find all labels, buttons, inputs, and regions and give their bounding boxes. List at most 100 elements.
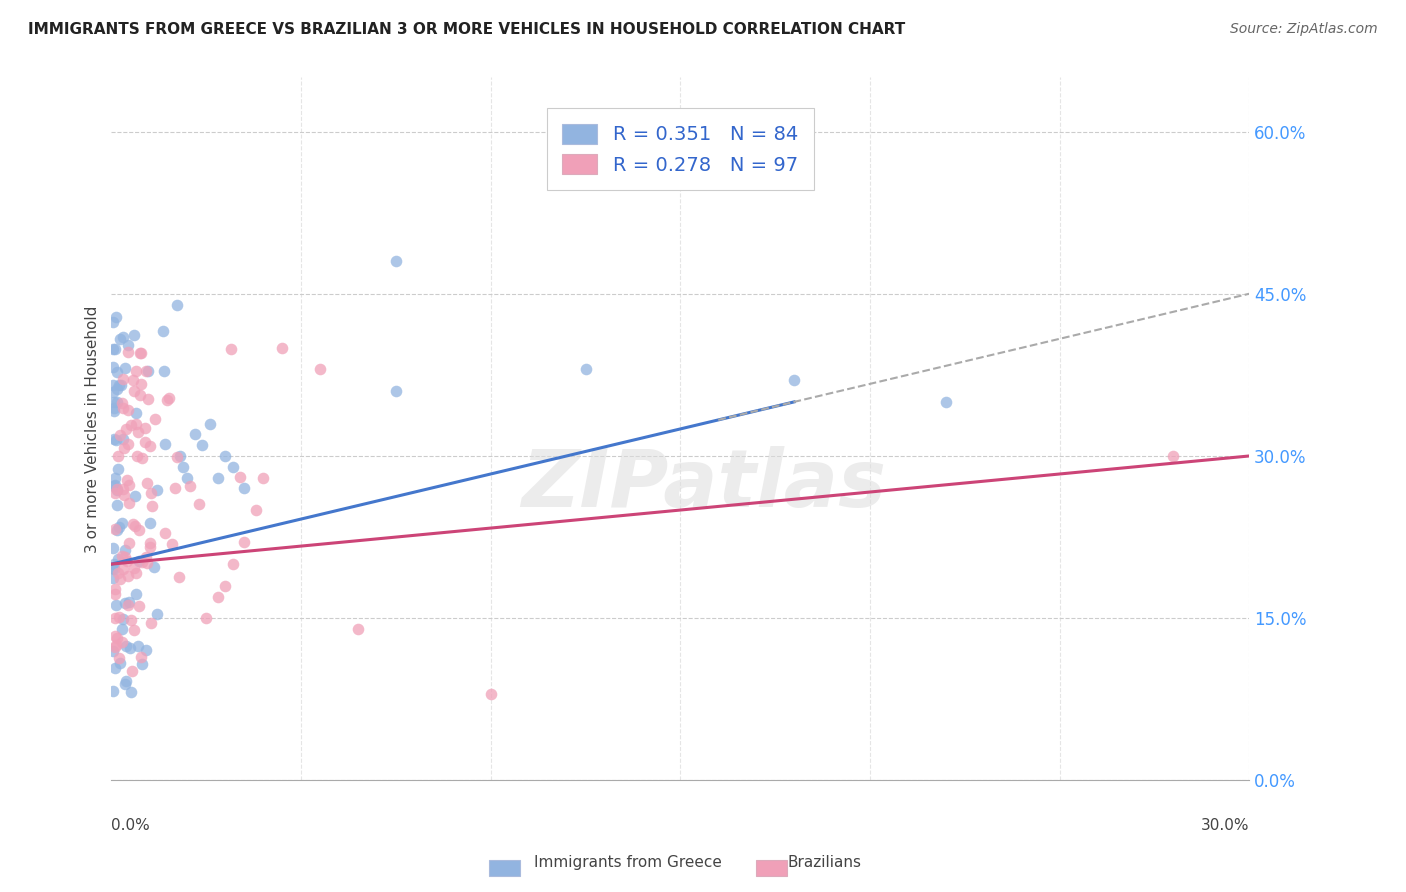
Text: Source: ZipAtlas.com: Source: ZipAtlas.com <box>1230 22 1378 37</box>
Point <box>207 470 229 484</box>
Point <box>136 363 159 377</box>
Point <box>139 485 162 500</box>
Point <box>385 384 408 398</box>
Point <box>105 482 128 496</box>
Point <box>136 556 159 570</box>
Point <box>108 332 131 346</box>
Point <box>166 450 188 464</box>
Point <box>172 459 194 474</box>
Legend: R = 0.351   N = 84, R = 0.278   N = 97: R = 0.351 N = 84, R = 0.278 N = 97 <box>547 108 814 190</box>
Point <box>107 566 129 580</box>
Point <box>124 623 146 637</box>
Point <box>139 536 162 550</box>
Point <box>141 499 163 513</box>
Point <box>122 384 145 399</box>
Point <box>111 482 134 496</box>
Text: Immigrants from Greece: Immigrants from Greece <box>534 855 723 870</box>
Point <box>105 483 128 497</box>
Point <box>127 639 149 653</box>
Point <box>114 596 136 610</box>
Point <box>111 516 134 530</box>
Point <box>111 432 134 446</box>
Point <box>103 571 125 585</box>
Point <box>166 298 188 312</box>
Point <box>103 401 125 416</box>
Point <box>103 541 125 556</box>
Point <box>103 557 125 571</box>
Point <box>131 657 153 672</box>
Point <box>104 629 127 643</box>
Point <box>347 622 370 636</box>
Point <box>309 362 332 376</box>
Point <box>117 569 139 583</box>
Point <box>214 449 236 463</box>
Point <box>114 543 136 558</box>
Point <box>129 346 152 360</box>
Point <box>121 373 143 387</box>
Point <box>104 640 127 654</box>
Point <box>198 417 221 431</box>
Point <box>105 310 128 324</box>
Point <box>114 360 136 375</box>
Point <box>103 404 125 418</box>
Text: 0.0%: 0.0% <box>111 818 150 833</box>
Point <box>111 396 134 410</box>
Point <box>108 520 131 534</box>
Point <box>145 483 167 498</box>
Point <box>136 392 159 407</box>
Point <box>125 587 148 601</box>
Point <box>195 611 218 625</box>
Point <box>222 557 245 571</box>
Point <box>103 378 125 392</box>
Point <box>139 516 162 530</box>
Point <box>104 522 127 536</box>
Point <box>115 473 138 487</box>
Point <box>120 613 142 627</box>
Point <box>107 377 129 392</box>
Point <box>108 572 131 586</box>
Point <box>117 496 139 510</box>
Point <box>103 432 125 446</box>
Point <box>252 470 274 484</box>
Text: Brazilians: Brazilians <box>787 855 862 870</box>
Point <box>935 395 957 409</box>
Point <box>229 470 252 484</box>
Point <box>117 344 139 359</box>
Point <box>103 479 125 493</box>
Point <box>108 428 131 442</box>
Point <box>117 338 139 352</box>
Point <box>103 342 125 356</box>
Point <box>105 395 128 409</box>
Point <box>131 555 153 569</box>
Point <box>124 561 146 575</box>
Point <box>124 519 146 533</box>
Point <box>271 341 294 355</box>
Point <box>139 439 162 453</box>
Point <box>131 450 153 465</box>
Point <box>114 550 136 565</box>
Point <box>135 364 157 378</box>
Point <box>105 638 128 652</box>
Point <box>128 599 150 613</box>
Point <box>233 535 256 549</box>
Point <box>169 449 191 463</box>
Point <box>115 554 138 568</box>
Point <box>115 422 138 436</box>
Point <box>114 677 136 691</box>
Point <box>129 649 152 664</box>
Point <box>153 437 176 451</box>
Point <box>128 523 150 537</box>
Point <box>121 665 143 679</box>
Point <box>152 324 174 338</box>
Point <box>163 481 186 495</box>
Point <box>120 684 142 698</box>
Point <box>114 639 136 653</box>
Point <box>112 562 135 576</box>
Point <box>131 377 153 392</box>
Point <box>104 587 127 601</box>
Point <box>103 644 125 658</box>
Point <box>112 487 135 501</box>
Point <box>118 477 141 491</box>
Point <box>117 403 139 417</box>
Point <box>105 598 128 612</box>
